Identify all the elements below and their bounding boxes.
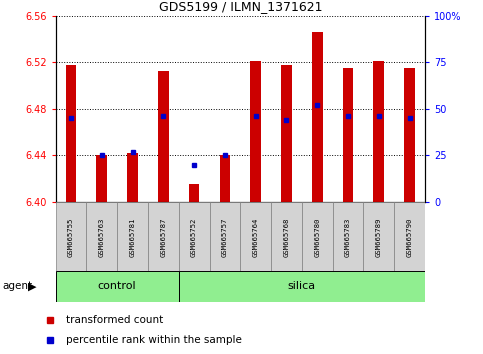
Text: silica: silica [288,281,316,291]
Text: GSM665790: GSM665790 [407,218,412,257]
Bar [56,202,86,271]
Bar [281,65,292,202]
Text: GSM665752: GSM665752 [191,218,197,257]
Text: GSM665780: GSM665780 [314,218,320,257]
Text: GSM665789: GSM665789 [376,218,382,257]
Text: agent: agent [2,281,32,291]
Bar [210,202,240,271]
Bar [96,155,107,202]
Text: GSM665755: GSM665755 [68,218,74,257]
Text: GSM665763: GSM665763 [99,218,105,257]
Bar [302,202,333,271]
Bar [404,68,415,202]
Text: percentile rank within the sample: percentile rank within the sample [66,335,242,345]
Text: GSM665764: GSM665764 [253,218,259,257]
Bar [271,202,302,271]
Bar [342,68,354,202]
Bar [86,202,117,271]
Bar [179,202,210,271]
Title: GDS5199 / ILMN_1371621: GDS5199 / ILMN_1371621 [158,0,322,13]
Bar [179,271,425,302]
Text: GSM665757: GSM665757 [222,218,228,257]
Bar [148,202,179,271]
Text: GSM665787: GSM665787 [160,218,166,257]
Bar [66,65,76,202]
Text: control: control [98,281,136,291]
Bar [364,202,394,271]
Bar [127,153,138,202]
Text: transformed count: transformed count [66,315,163,325]
Text: GSM665781: GSM665781 [129,218,136,257]
Bar [250,61,261,202]
Text: ▶: ▶ [28,281,36,291]
Bar [394,202,425,271]
Text: GSM665768: GSM665768 [284,218,289,257]
Text: GSM665783: GSM665783 [345,218,351,257]
Bar [158,70,169,202]
Bar [56,271,179,302]
Bar [333,202,364,271]
Bar [312,32,323,202]
Bar [117,202,148,271]
Bar [189,184,199,202]
Bar [373,61,384,202]
Bar [219,155,230,202]
Bar [240,202,271,271]
